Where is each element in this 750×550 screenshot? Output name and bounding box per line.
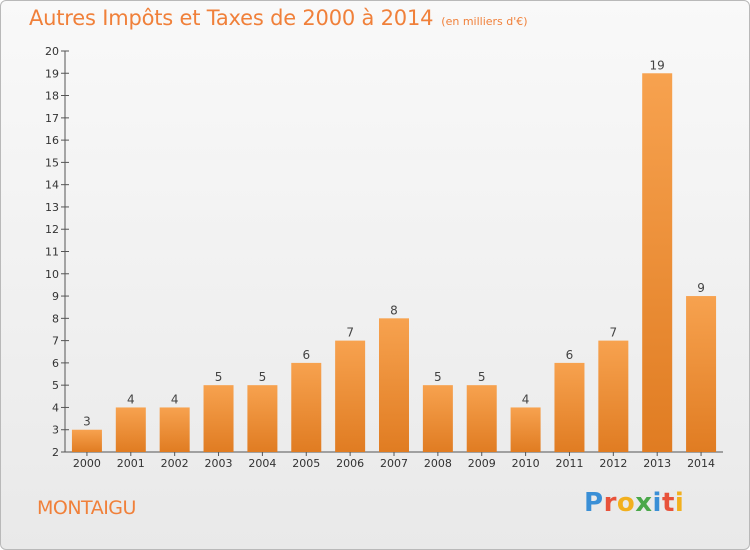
y-tick-label: 15 (45, 156, 59, 169)
x-tick-label-2008: 2008 (424, 457, 452, 470)
bar-2009 (466, 385, 497, 452)
bar-2001 (115, 407, 146, 452)
x-tick-label-2000: 2000 (73, 457, 101, 470)
y-tick-label: 13 (45, 201, 59, 214)
bar-2002 (159, 407, 190, 452)
value-label-2009: 5 (478, 370, 486, 384)
y-tick-label: 6 (52, 357, 59, 370)
y-tick-label: 3 (52, 424, 59, 437)
x-tick-label-2006: 2006 (336, 457, 364, 470)
y-tick-label: 7 (52, 335, 59, 348)
bar-2003 (203, 385, 234, 452)
bar-2011 (554, 362, 585, 452)
x-tick-label-2013: 2013 (643, 457, 671, 470)
x-tick-label-2011: 2011 (555, 457, 583, 470)
commune-name: MONTAIGU (37, 497, 136, 519)
logo-letter: o (616, 488, 636, 518)
y-tick-label: 17 (45, 112, 59, 125)
value-label-2014: 9 (697, 281, 705, 295)
chart-unit-label: (en milliers d'€) (441, 15, 528, 28)
bar-2013 (642, 73, 673, 453)
y-tick-label: 4 (52, 401, 59, 414)
y-tick-label: 10 (45, 268, 59, 281)
y-tick-label: 9 (52, 290, 59, 303)
y-tick-label: 8 (52, 312, 59, 325)
x-tick-label-2001: 2001 (117, 457, 145, 470)
y-tick-label: 19 (45, 67, 59, 80)
bar-2007 (379, 318, 409, 452)
bar-2004 (247, 385, 278, 452)
bar-2005 (291, 362, 322, 452)
value-label-2003: 5 (215, 370, 223, 384)
proxiti-logo: Proxiti (584, 488, 684, 518)
value-label-2004: 5 (259, 370, 267, 384)
x-tick-label-2014: 2014 (687, 457, 715, 470)
logo-letter: x (635, 488, 653, 518)
x-tick-label-2007: 2007 (380, 457, 408, 470)
x-tick-label-2004: 2004 (248, 457, 276, 470)
title-row: Autres Impôts et Taxes de 2000 à 2014 (en… (29, 6, 528, 30)
bar-2010 (510, 407, 541, 452)
value-label-2007: 8 (390, 303, 398, 317)
logo-letter: r (603, 488, 617, 518)
x-tick-label-2005: 2005 (292, 457, 320, 470)
y-tick-label: 20 (45, 45, 59, 58)
x-tick-label-2002: 2002 (161, 457, 189, 470)
y-tick-label: 12 (45, 223, 59, 236)
logo-letter: t (661, 488, 675, 518)
value-label-2002: 4 (171, 392, 179, 406)
bar-2008 (422, 385, 453, 452)
chart-title: Autres Impôts et Taxes de 2000 à 2014 (29, 6, 434, 30)
bars-group: 3 4 4 5 5 6 7 8 5 5 4 6 7 19 9 (71, 58, 717, 453)
value-label-2012: 7 (610, 326, 618, 340)
bar-2012 (598, 340, 629, 452)
y-tick-label: 11 (45, 246, 59, 259)
value-label-2005: 6 (302, 348, 310, 362)
x-tick-label-2003: 2003 (205, 457, 233, 470)
x-tick-label-2009: 2009 (468, 457, 496, 470)
y-tick-label: 16 (45, 134, 59, 147)
y-tick-label: 2 (52, 446, 59, 459)
logo-letter: i (652, 488, 662, 518)
value-label-2010: 4 (522, 392, 530, 406)
bar-2000 (71, 429, 102, 452)
value-label-2011: 6 (566, 348, 574, 362)
value-label-2013: 19 (650, 58, 665, 72)
bar-2006 (335, 340, 366, 452)
y-tick-label: 18 (45, 90, 59, 103)
y-tick-label: 5 (52, 379, 59, 392)
logo-letter: i (674, 488, 685, 518)
value-label-2008: 5 (434, 370, 442, 384)
value-label-2006: 7 (346, 326, 354, 340)
bar-2014 (686, 296, 717, 452)
value-label-2000: 3 (83, 415, 91, 429)
x-tick-label-2010: 2010 (512, 457, 540, 470)
y-tick-label: 14 (45, 179, 59, 192)
x-tick-label-2012: 2012 (599, 457, 627, 470)
axes-group: 2 3 4 5 6 7 8 9 10 11 12 13 14 15 16 17 18 19 20 2000 2001 20… (45, 45, 723, 470)
value-label-2001: 4 (127, 392, 135, 406)
logo-letter: P (584, 488, 604, 518)
